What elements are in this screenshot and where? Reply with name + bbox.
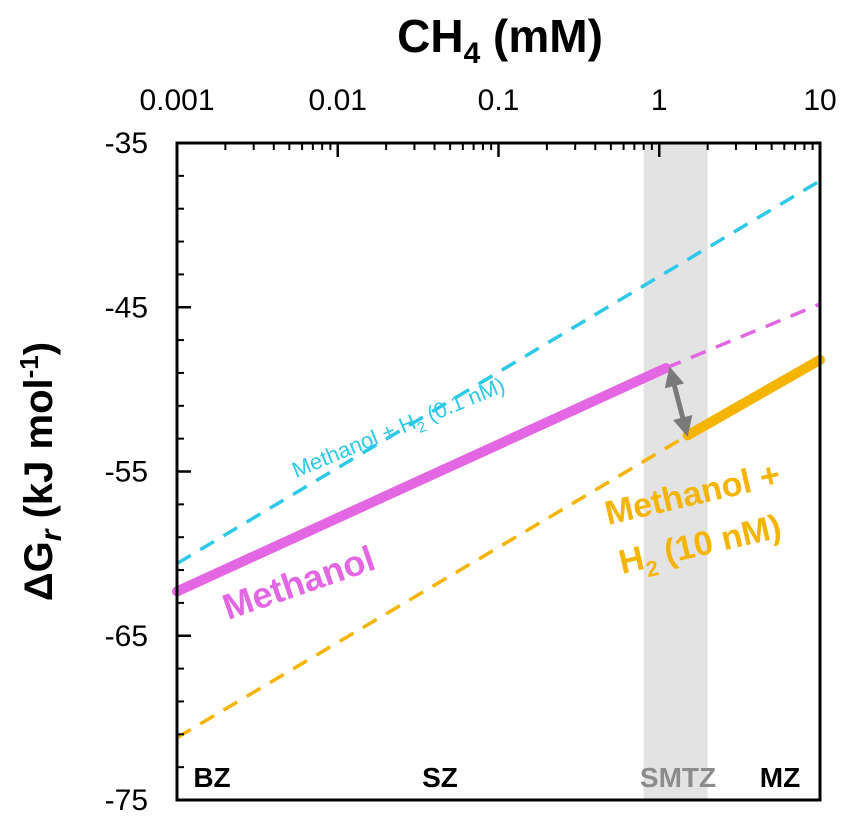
- x-axis-title: CH4 (mM): [397, 10, 603, 70]
- y-tick-label: -35: [105, 127, 148, 160]
- y-axis-title-close: ): [17, 342, 61, 355]
- series-label-subscript: 2: [643, 555, 661, 582]
- series-label-methanol-h2-0.1nm: Methanol + H2 (0.1 nM): [288, 372, 510, 487]
- line-methanol-h2-0.1nm: [176, 179, 821, 566]
- series-label-text: Methanol + H: [288, 409, 419, 482]
- x-tick-label: 1: [651, 84, 668, 117]
- y-axis-title: ΔGr (kJ mol-1): [14, 342, 68, 601]
- zone-label-mz: MZ: [760, 762, 800, 793]
- line-methanol-extrapolated: [665, 302, 821, 370]
- smtz-band-layer: [643, 143, 708, 800]
- series-label-tail: (0.1 nM): [418, 372, 509, 429]
- series-label-text: Methanol: [217, 537, 380, 627]
- x-tick-label: 0.01: [309, 84, 367, 117]
- x-axis-title-main: CH: [397, 10, 463, 62]
- y-axis-title-subscript: r: [35, 527, 68, 541]
- y-tick-label: -75: [105, 784, 148, 817]
- x-axis-title-unit: (mM): [480, 10, 603, 62]
- x-tick-label: 0.001: [139, 84, 214, 117]
- series-label-methanol: Methanol: [217, 537, 380, 627]
- axes-layer: 0.001 0.01 0.1 1 10 -35 -45 -55 -65 -75: [105, 84, 837, 817]
- y-axis-title-superscript: -1: [14, 355, 44, 378]
- series-label-text: H: [615, 539, 647, 582]
- y-tick-label: -55: [105, 456, 148, 489]
- y-axis-title-unit: (kJ mol: [17, 378, 61, 529]
- smtz-band: [643, 143, 708, 800]
- x-axis-title-subscript: 4: [464, 37, 481, 70]
- x-tick-label: 10: [803, 84, 836, 117]
- line-methanol-h2-10nm-extrapolated: [176, 433, 689, 740]
- y-tick-label: -45: [105, 291, 148, 324]
- y-axis-title-main: ΔG: [17, 541, 61, 601]
- y-tick-label: -65: [105, 620, 148, 653]
- zone-label-sz: SZ: [422, 762, 458, 793]
- zone-label-smtz: SMTZ: [640, 762, 716, 793]
- line-methanol-h2-10nm: [682, 354, 825, 441]
- line-methanol: [172, 363, 671, 597]
- delta-g-double-arrow: [664, 366, 693, 437]
- x-tick-label: 0.1: [478, 84, 520, 117]
- zone-label-bz: BZ: [193, 762, 230, 793]
- series-layer: [172, 179, 825, 740]
